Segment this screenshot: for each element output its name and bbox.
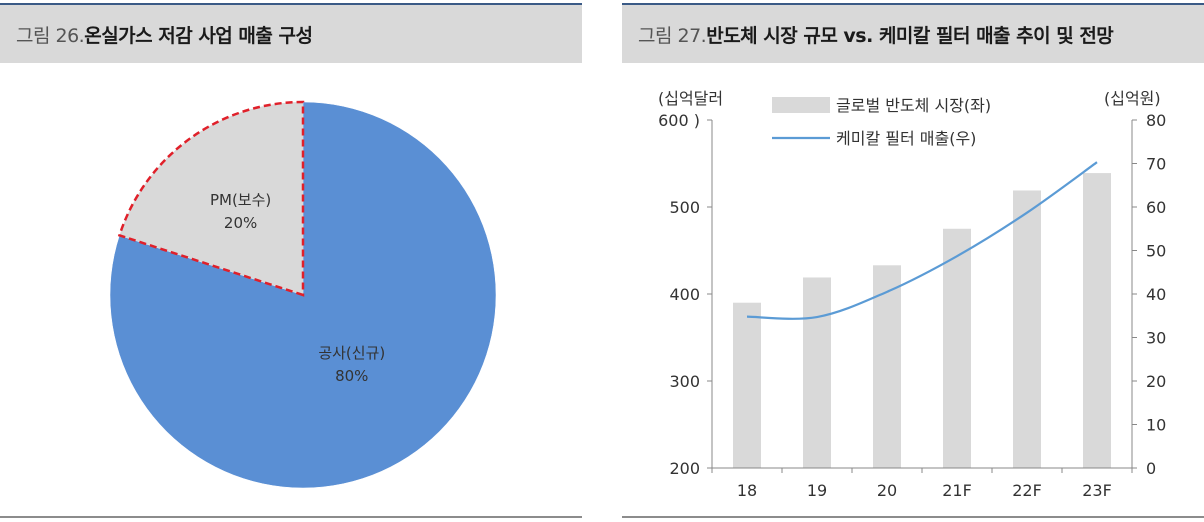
right-y-tick-label: 10: [1146, 416, 1166, 435]
bar-22F: [1013, 190, 1041, 468]
pie-category-label: PM(보수): [210, 191, 271, 209]
left-bottom-rule: [0, 516, 582, 518]
pie-chart: 공사(신규) 80% PM(보수) 20%: [109, 100, 497, 489]
x-tick-label: 22F: [1012, 481, 1042, 500]
right-figure-header: 그림 27.반도체 시장 규모 vs. 케미칼 필터 매출 추이 및 전망: [622, 5, 1204, 63]
right-y-tick-label: 80: [1146, 111, 1166, 130]
left-y-tick-label: 200: [669, 459, 700, 478]
left-y-tick-label: 400: [669, 285, 700, 304]
x-tick-label: 21F: [942, 481, 972, 500]
left-figure-header: 그림 26.온실가스 저감 사업 매출 구성: [0, 5, 582, 63]
right-figure-panel: 그림 27.반도체 시장 규모 vs. 케미칼 필터 매출 추이 및 전망 20…: [622, 0, 1204, 522]
right-y-tick-label: 0: [1146, 459, 1156, 478]
left-y-tick-label: 600 ): [658, 111, 700, 130]
right-figure-title: 그림 27.반도체 시장 규모 vs. 케미칼 필터 매출 추이 및 전망: [638, 21, 1114, 48]
bar-20: [873, 265, 901, 468]
right-y-tick-label: 30: [1146, 329, 1166, 348]
left-figure-title: 그림 26.온실가스 저감 사업 매출 구성: [16, 21, 313, 48]
right-y-tick-label: 70: [1146, 155, 1166, 174]
right-bottom-rule: [622, 516, 1204, 518]
x-tick-label: 19: [807, 481, 827, 500]
x-tick-label: 23F: [1082, 481, 1112, 500]
header-top-rule: [0, 3, 582, 5]
legend-label-line: 케미칼 필터 매출(우): [836, 129, 976, 148]
right-figure-title-text: 반도체 시장 규모 vs. 케미칼 필터 매출 추이 및 전망: [706, 25, 1114, 47]
legend-swatch-bar: [772, 97, 830, 113]
x-tick-label: 18: [737, 481, 757, 500]
x-tick-label: 20: [877, 481, 897, 500]
header-top-rule: [622, 3, 1204, 5]
pie-value-label: 80%: [335, 367, 368, 385]
pie-category-label: 공사(신규): [318, 344, 385, 362]
left-figure-title-text: 온실가스 저감 사업 매출 구성: [84, 25, 313, 47]
bar-18: [733, 302, 761, 468]
pie-slice-1: [117, 100, 305, 297]
right-y-tick-label: 60: [1146, 198, 1166, 217]
left-figure-label: 그림 26.: [16, 25, 85, 47]
left-y-tick-label: 500: [669, 198, 700, 217]
bar-19: [803, 277, 831, 468]
bar-21F: [943, 228, 971, 468]
left-figure-panel: 그림 26.온실가스 저감 사업 매출 구성 공사(신규) 80% PM(보수) 20…: [0, 0, 582, 522]
left-y-axis-label: (십억달러: [658, 89, 723, 108]
left-y-tick-label: 300: [669, 372, 700, 391]
right-y-tick-label: 50: [1146, 242, 1166, 261]
combo-chart: 200 300 400 500 600 ) 0 10 20 30 40 50 60 70 80 18 19 20…: [658, 89, 1166, 500]
right-figure-label: 그림 27.: [638, 25, 707, 47]
line-series-chemical-filter: [746, 161, 1098, 320]
bar-23F: [1083, 173, 1111, 468]
right-y-axis-label: (십억원): [1104, 89, 1161, 108]
right-y-tick-label: 40: [1146, 285, 1166, 304]
right-y-tick-label: 20: [1146, 372, 1166, 391]
pie-value-label: 20%: [224, 214, 257, 232]
legend-label-bar: 글로벌 반도체 시장(좌): [836, 96, 991, 115]
